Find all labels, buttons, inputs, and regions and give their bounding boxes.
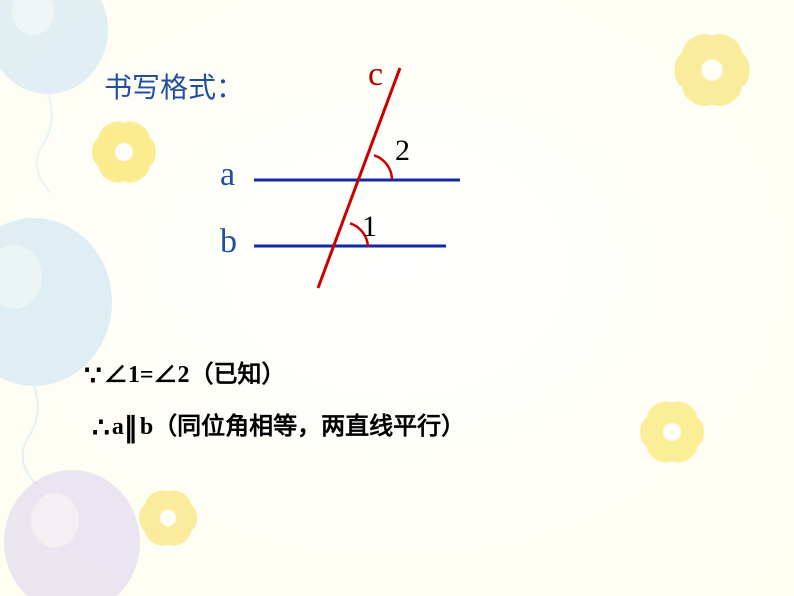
angle-2-label: 2 [395,134,410,168]
parallel-symbol: ∥ [124,411,138,445]
geometry-diagram: a b c 1 2 [220,60,480,290]
because-symbol: ∵ [84,359,102,393]
proof-a: a [112,414,124,440]
proof-line-1: ∵∠1=∠2（已知） [84,354,286,393]
proof-b-rest: b（同位角相等，两直线平行） [140,414,465,440]
slide-content: 书写格式： a b c 1 2 ∵∠1=∠2（已知） ∴a∥b（同位角相等，两直… [0,0,794,596]
diagram-svg [220,60,480,290]
label-b: b [220,223,237,261]
angle-1-label: 1 [362,210,377,244]
proof-line-2: ∴a∥b（同位角相等，两直线平行） [92,406,465,445]
proof-line-1-body: ∠1=∠2（已知） [104,362,286,388]
label-c: c [368,56,383,94]
label-a: a [220,156,235,194]
therefore-symbol: ∴ [92,411,110,445]
